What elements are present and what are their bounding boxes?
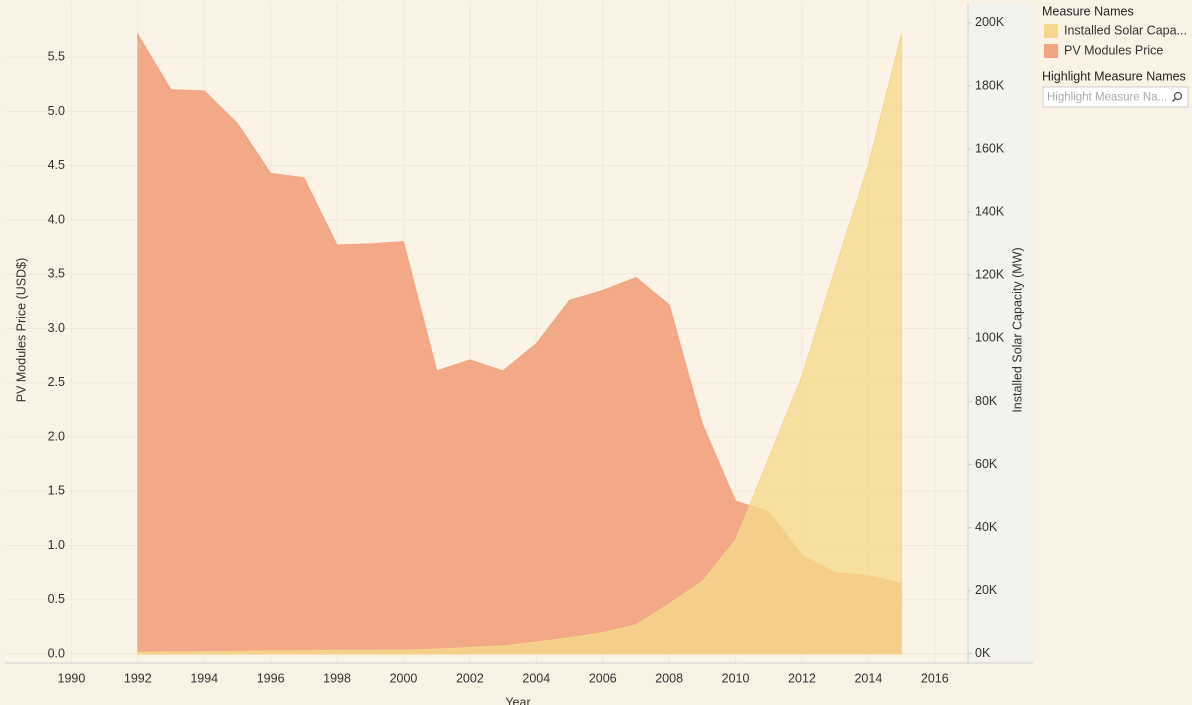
y2-tick-label: 100K xyxy=(975,331,1005,345)
x-tick-label: 1996 xyxy=(257,671,285,685)
y-tick-label: 0.5 xyxy=(48,592,65,606)
y-tick-label: 1.5 xyxy=(48,484,65,498)
y-tick-label: 2.0 xyxy=(48,429,65,443)
x-axis-title: Year xyxy=(505,695,530,705)
y-tick-label: 5.5 xyxy=(48,50,65,64)
y2-tick-label: 0K xyxy=(975,646,991,660)
highlight-search-box[interactable] xyxy=(1042,86,1189,108)
y2-tick-label: 180K xyxy=(975,78,1005,92)
x-tick-label: 2004 xyxy=(522,671,550,685)
x-tick-label: 2002 xyxy=(456,671,484,685)
x-tick-label: 2010 xyxy=(722,671,750,685)
y2-tick-label: 20K xyxy=(975,583,998,597)
x-tick-label: 1990 xyxy=(58,671,86,685)
y-tick-label: 4.5 xyxy=(48,158,65,172)
y-tick-label: 3.5 xyxy=(48,267,65,281)
x-tick-label: 2014 xyxy=(854,671,882,685)
y2-tick-label: 140K xyxy=(975,204,1005,218)
area xyxy=(137,33,903,655)
legend-swatch xyxy=(1044,44,1058,58)
legend-label: Installed Solar Capa... xyxy=(1064,23,1187,37)
y2-tick-label: 200K xyxy=(975,15,1005,29)
x-tick-label: 2016 xyxy=(921,671,949,685)
y2-tick-label: 60K xyxy=(975,457,998,471)
y-tick-label: 0.0 xyxy=(48,646,65,660)
areas xyxy=(137,32,903,655)
x-tick-label: 2000 xyxy=(390,671,418,685)
y2-tick-label: 120K xyxy=(975,268,1005,282)
y-tick-label: 2.5 xyxy=(48,375,65,389)
y2-axis-background xyxy=(968,3,1033,663)
legend-label: PV Modules Price xyxy=(1064,43,1163,57)
x-tick-label: 2008 xyxy=(655,671,683,685)
legend-title: Measure Names xyxy=(1042,4,1134,18)
y-tick-label: 5.0 xyxy=(48,104,65,118)
y-axis-title: PV Modules Price (USD$) xyxy=(14,258,28,403)
x-tick-label: 2006 xyxy=(589,671,617,685)
highlight-placeholder: Highlight Measure Na... xyxy=(1047,92,1167,104)
legend: Installed Solar Capa... PV Modules Price xyxy=(1044,23,1187,58)
y2-tick-label: 80K xyxy=(975,394,998,408)
y-tick-label: 4.0 xyxy=(48,212,65,226)
search-icon-handle xyxy=(1172,98,1176,102)
x-tick-label: 1994 xyxy=(190,671,218,685)
y2-axis-title: Installed Solar Capacity (MW) xyxy=(1010,247,1024,412)
x-tick-label: 1992 xyxy=(124,671,152,685)
y2-tick-label: 40K xyxy=(975,520,998,534)
y-tick-label: 3.0 xyxy=(48,321,65,335)
search-icon xyxy=(1173,91,1183,101)
legend-swatch xyxy=(1044,24,1058,38)
x-tick-label: 2012 xyxy=(788,671,816,685)
y2-tick-label: 160K xyxy=(975,141,1005,155)
y-tick-label: 1.0 xyxy=(48,538,65,552)
x-tick-label: 1998 xyxy=(323,671,351,685)
axes: 0.0 0.5 1.0 1.5 2.0 2.5 3.0 3.5 4.0 4.5 5.0 5.5 0K 20… xyxy=(48,15,1005,685)
highlight-title: Highlight Measure Names xyxy=(1042,69,1186,83)
